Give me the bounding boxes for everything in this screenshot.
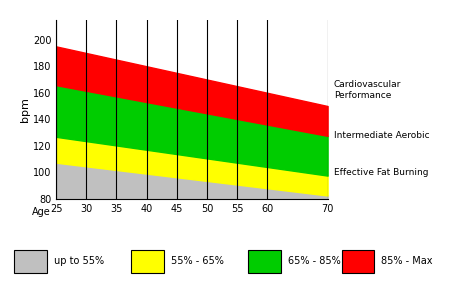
Text: up to 55%: up to 55%: [54, 256, 104, 266]
Text: 85% - Max: 85% - Max: [381, 256, 433, 266]
Text: Effective Fat Burning: Effective Fat Burning: [334, 168, 428, 177]
Text: 65% - 85%: 65% - 85%: [288, 256, 341, 266]
Y-axis label: bpm: bpm: [20, 97, 30, 122]
Text: 55% - 65%: 55% - 65%: [171, 256, 224, 266]
Text: Age: Age: [32, 207, 51, 217]
Text: Cardiovascular
Performance: Cardiovascular Performance: [334, 80, 401, 100]
Text: Intermediate Aerobic: Intermediate Aerobic: [334, 131, 429, 140]
